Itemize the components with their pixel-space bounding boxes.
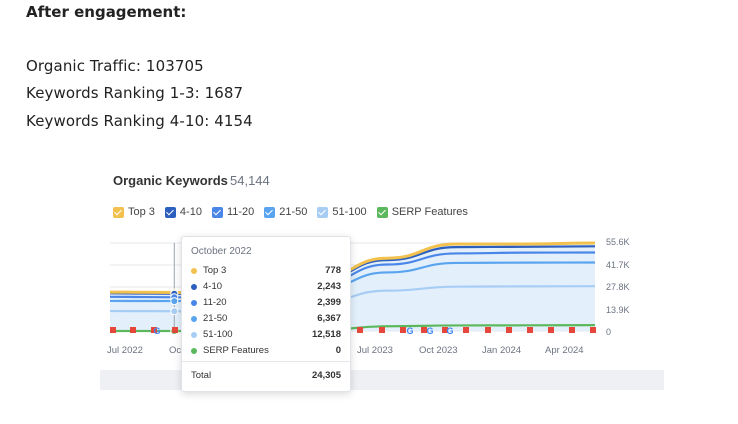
tooltip-value: 12,518 [311,329,341,340]
event-flag-icon[interactable] [506,327,512,333]
tooltip-value: 6,367 [317,313,341,324]
tooltip-value: 2,399 [317,297,341,308]
legend-51-100[interactable]: 51-100 [317,206,367,218]
tooltip-row-21-50: 21-50 6,367 [191,313,341,324]
event-flag-icon[interactable] [130,327,136,333]
tooltip-total-value: 24,305 [311,370,341,381]
checkbox-icon[interactable] [376,206,388,218]
tooltip-label: 4-10 [203,281,223,292]
legend-label: 51-100 [332,206,367,218]
y-tick-label: 27.8K [606,282,630,292]
tooltip-total-row: Total 24,305 [191,370,341,381]
checkbox-icon[interactable] [211,206,223,218]
series-dot [191,283,197,290]
tooltip-value: 2,243 [317,281,341,292]
checkbox-icon[interactable] [113,206,124,218]
widget-total: 54,144 [230,173,270,188]
checkbox-icon[interactable] [164,206,176,218]
legend-label: Top 3 [128,206,155,218]
event-flag-icon[interactable] [400,327,406,333]
y-tick-label: 55.6K [606,237,630,247]
event-flag-icon[interactable] [379,327,385,333]
tooltip-label: 11-20 [203,297,227,308]
checkbox-icon[interactable] [317,206,329,218]
x-tick-label: Jan 2024 [482,345,522,356]
hover-point [170,307,179,316]
tooltip-row-4-10: 4-10 2,243 [191,281,341,292]
event-flag-icon[interactable] [463,327,469,333]
legend-top3[interactable]: Top 3 [113,206,155,218]
chart-tooltip: October 2022 Top 3 778 4-10 2,243 11-20 2,3… [181,236,351,392]
tooltip-date: October 2022 [191,246,252,257]
organic-traffic-stat: Organic Traffic: 103705 [26,57,204,75]
y-tick-label: 13.9K [606,305,630,315]
x-tick-label: Jul 2022 [107,345,143,356]
section-heading: After engagement: [26,3,187,21]
event-flag-icon[interactable] [590,327,596,333]
event-flag-icon[interactable] [151,327,157,333]
tooltip-total-label: Total [191,370,212,381]
x-tick-label: Apr 2024 [545,345,584,356]
x-tick-label: Oc [169,345,182,356]
y-tick-label: 41.7K [606,260,630,270]
legend-4-10[interactable]: 4-10 [164,206,202,218]
google-update-icon[interactable]: G [406,326,413,336]
google-update-icon[interactable]: G [153,326,160,336]
keywords-1-3-stat: Keywords Ranking 1-3: 1687 [26,84,244,102]
widget-title: Organic Keywords [113,173,228,188]
event-flag-icon[interactable] [569,327,575,333]
tooltip-label: Top 3 [203,265,227,276]
tooltip-label: 21-50 [203,313,228,324]
tooltip-row-11-20: 11-20 2,399 [191,297,341,308]
keywords-4-10-stat: Keywords Ranking 4-10: 4154 [26,112,253,130]
y-tick-label: 0 [606,327,612,337]
legend-21-50[interactable]: 21-50 [264,206,307,218]
event-flag-icon[interactable] [421,327,427,333]
legend-serp-features[interactable]: SERP Features [376,206,468,218]
series-dot [191,299,197,306]
series-dot [191,267,197,274]
legend-11-20[interactable]: 11-20 [211,206,255,218]
tooltip-row-serp-features: SERP Features 0 [191,345,341,356]
x-tick-label: Oct 2023 [419,345,458,356]
event-flag-icon[interactable] [527,327,533,333]
legend-label: 21-50 [279,206,308,218]
legend-label: SERP Features [391,206,468,218]
tooltip-value: 0 [335,345,341,356]
series-dot [191,315,197,322]
checkbox-icon[interactable] [264,206,276,218]
event-flag-icon[interactable] [110,327,116,333]
tooltip-value: 778 [325,265,341,276]
google-update-icon[interactable]: G [446,326,453,336]
legend-label: 11-20 [226,206,255,218]
legend-label: 4-10 [179,206,202,218]
tooltip-row-top3: Top 3 778 [191,265,341,276]
chart-legend: Top 3 4-10 11-20 21-50 51-100 SERP Featu… [113,206,468,218]
event-flag-icon[interactable] [357,327,363,333]
series-dot [191,331,197,338]
tooltip-divider [182,361,350,362]
tooltip-label: 51-100 [203,329,233,340]
event-flag-icon[interactable] [172,327,178,333]
tooltip-label: SERP Features [203,345,269,356]
google-update-icon[interactable]: G [426,326,433,336]
event-flag-icon[interactable] [485,327,491,333]
event-flag-icon[interactable] [442,327,448,333]
x-tick-label: Jul 2023 [357,345,393,356]
event-flag-icon[interactable] [548,327,554,333]
hover-point [170,297,179,306]
tooltip-row-51-100: 51-100 12,518 [191,329,341,340]
series-dot [191,347,197,354]
